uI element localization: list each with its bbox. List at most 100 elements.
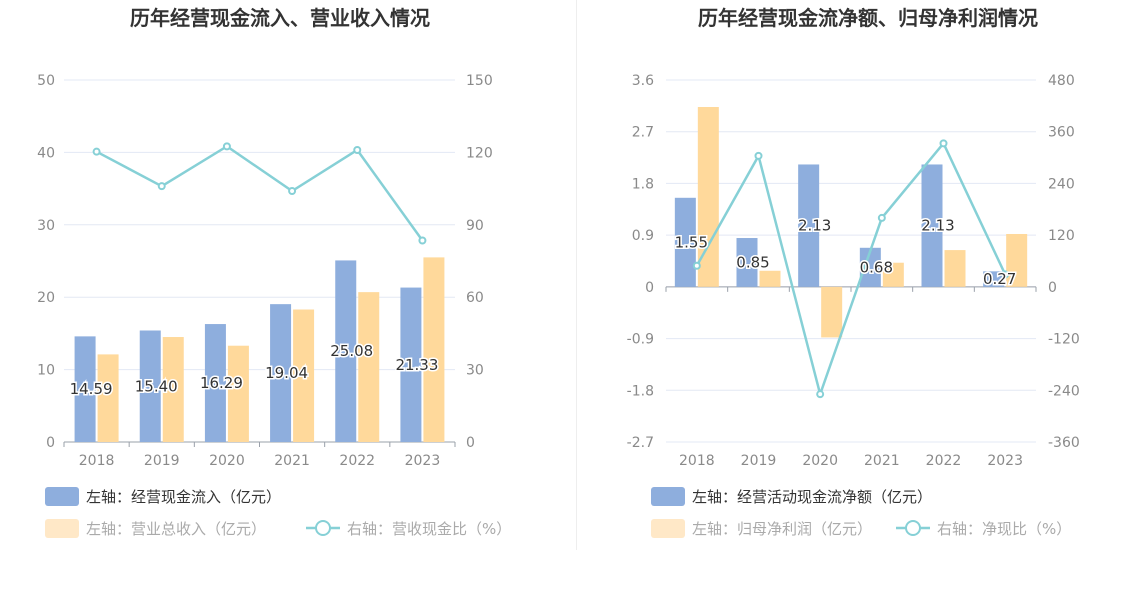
legend-label: 左轴：归母净利润（亿元） [692,520,872,538]
x-tick-label: 2019 [144,453,180,469]
bar-primary [270,304,292,442]
y-left-tick-label: -0.9 [627,332,654,348]
line-point [939,139,948,148]
bar-secondary [821,286,843,338]
bar-primary [798,164,820,287]
legend-swatch-line-marker [315,520,331,536]
line-point [353,145,362,154]
bar-primary [400,287,422,442]
bar-data-label: 14.59 [70,380,113,398]
bar-data-label: 1.55 [675,233,708,251]
legend-swatch-bar-primary [45,487,79,506]
y-left-tick-label: 2.7 [632,125,654,141]
bar-secondary [358,292,380,442]
bar-primary [674,197,696,287]
line-point [1001,270,1010,279]
y-right-tick-label: 150 [466,73,493,89]
y-right-tick-label: 240 [1048,176,1075,192]
legend-label: 左轴：营业总收入（亿元） [86,520,266,538]
bar-secondary [162,337,184,442]
line-point [92,147,101,156]
legend-label: 右轴：净现比（%） [937,520,1071,538]
legend-swatch-bar-primary [651,487,685,506]
y-left-tick-label: 3.6 [632,73,654,89]
bar-secondary [97,354,119,442]
line-point [816,390,825,399]
y-right-tick-label: 30 [466,363,484,379]
line-point [157,182,166,191]
x-tick-label: 2021 [864,453,900,469]
line-point [418,236,427,245]
bar-primary [736,238,758,287]
chart-2: 历年经营现金流净额、归母净利润情况 -2.7 -1.8 -0.9 0 0.9 1.8 2.7 3… [627,6,1080,538]
bar-primary [921,164,943,287]
y-left-tick-label: 0 [645,280,654,296]
y-right-tick-label: 360 [1048,125,1075,141]
line-point [754,151,763,160]
line-point [692,261,701,270]
x-tick-label: 2023 [405,453,441,469]
bar-secondary [944,250,966,287]
y-right-tick-label: -240 [1048,383,1080,399]
y-left-tick-label: 0 [46,435,55,451]
x-tick-label: 2018 [679,453,715,469]
bar-secondary [423,257,445,442]
x-tick-label: 2020 [802,453,838,469]
y-left-tick-label: 0.9 [632,228,654,244]
x-tick-label: 2019 [741,453,777,469]
bar-secondary [227,345,249,442]
y-right-tick-label: 120 [1048,228,1075,244]
y-right-tick-label: -360 [1048,435,1080,451]
y-right-tick-label: 120 [466,145,493,161]
bar-primary [204,324,226,442]
bar-secondary [293,309,315,442]
line-series [95,144,424,242]
y-left-tick-label: 20 [37,290,55,306]
line-point [288,187,297,196]
y-left-tick-label: 40 [37,145,55,161]
bar-data-label: 21.33 [395,356,438,374]
bar-primary [74,336,96,442]
chart-title: 历年经营现金流入、营业收入情况 [130,6,430,30]
bar-data-label: 0.27 [983,270,1016,288]
y-right-tick-label: 90 [466,218,484,234]
bar-data-label: 0.68 [860,258,893,276]
y-left-tick-label: -1.8 [627,383,654,399]
y-right-tick-label: 0 [466,435,475,451]
chart-1: 历年经营现金流入、营业收入情况 0 10 20 30 40 50 0 30 60 90 120 150 2… [37,6,511,538]
x-tick-label: 2022 [339,453,375,469]
bar-primary [859,247,881,287]
legend-label: 左轴：经营现金流入（亿元） [86,488,281,506]
bar-data-label: 25.08 [330,342,373,360]
bar-primary [139,330,161,442]
line-series [695,141,1007,399]
chart-title: 历年经营现金流净额、归母净利润情况 [698,6,1038,30]
bar-data-label: 16.29 [200,374,243,392]
y-left-tick-label: 50 [37,73,55,89]
legend-label: 左轴：经营活动现金流净额（亿元） [692,488,932,506]
bar-data-label: 15.40 [135,377,178,395]
legend-swatch-line-marker [905,520,921,536]
y-right-tick-label: 0 [1048,280,1057,296]
y-left-tick-label: -2.7 [627,435,654,451]
bar-data-label: 2.13 [798,217,831,235]
bar-primary [983,271,1005,287]
bar-data-label: 2.13 [921,217,954,235]
bar-secondary [882,262,904,287]
y-right-tick-label: -120 [1048,332,1080,348]
bar-primary [335,260,357,442]
bar-secondary [697,107,719,287]
bar-data-label: 0.85 [736,253,769,271]
x-tick-label: 2023 [987,453,1023,469]
x-tick-label: 2022 [926,453,962,469]
x-tick-label: 2018 [79,453,115,469]
legend-swatch-bar-secondary [45,519,79,538]
chart-divider [576,0,577,550]
x-tick-label: 2020 [209,453,245,469]
bar-secondary [759,270,781,287]
bar-secondary [1006,233,1028,287]
line-point [222,142,231,151]
legend-swatch-bar-secondary [651,519,685,538]
